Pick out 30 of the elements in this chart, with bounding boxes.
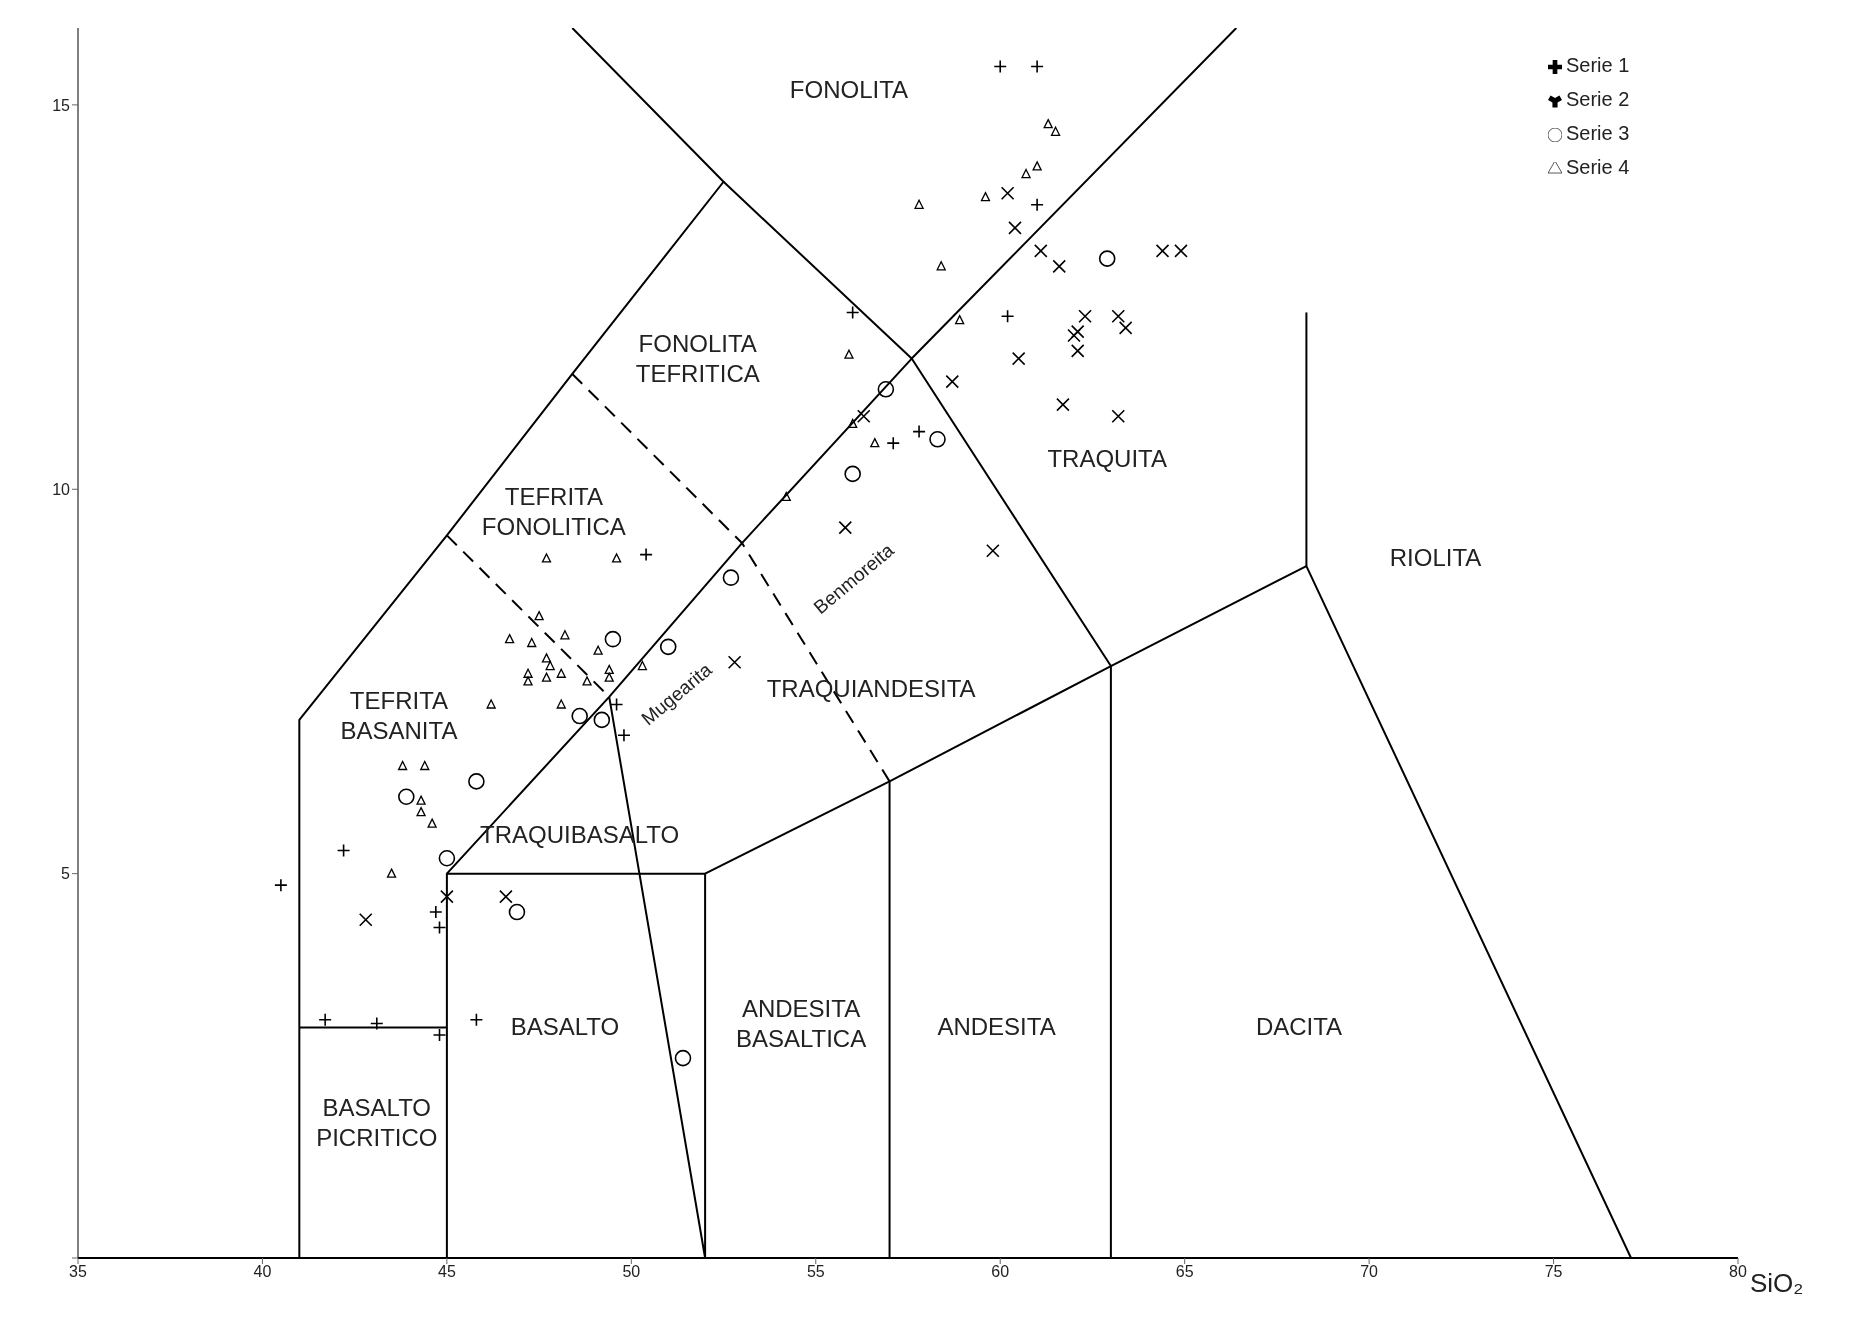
- annotation: TEFRITA FONOLITICA: [481, 483, 626, 541]
- x-tick-label: 40: [253, 1263, 272, 1281]
- annotation: BASALTO: [510, 1013, 620, 1041]
- annotation: BASALTO PICRITICO: [316, 1094, 438, 1152]
- x-tick-label: 50: [622, 1263, 641, 1281]
- y-tick-label: 10: [52, 480, 71, 498]
- x-tick-label: 70: [1360, 1263, 1379, 1281]
- annotation: TRAQUIANDESITA: [766, 675, 976, 703]
- legend-label: Serie 3: [1566, 122, 1630, 144]
- x-tick-label: 80: [1729, 1263, 1747, 1281]
- annotation: ANDESITA: [937, 1013, 1056, 1041]
- x-tick-label: 75: [1544, 1263, 1563, 1281]
- x-tick-label: 55: [806, 1263, 825, 1281]
- x-tick-label: 65: [1175, 1263, 1194, 1281]
- legend-label: Serie 4: [1566, 156, 1630, 178]
- legend-label: Serie 2: [1566, 88, 1630, 110]
- y-tick-label: 15: [52, 96, 71, 114]
- y-tick-label: 5: [61, 865, 71, 883]
- legend-label: Serie 1: [1566, 54, 1630, 76]
- annotation: FONOLITA: [789, 75, 909, 103]
- annotation: FONOLITA TEFRITICA: [635, 329, 760, 387]
- x-tick-label: 35: [69, 1263, 87, 1281]
- x-tick-label: 60: [991, 1263, 1010, 1281]
- x-tick-label: 45: [437, 1263, 456, 1281]
- annotation: RIOLITA: [1389, 544, 1482, 572]
- annotation: TEFRITA BASANITA: [340, 687, 458, 745]
- annotation: ANDESITA BASALTICA: [735, 994, 867, 1052]
- annotation: DACITA: [1255, 1013, 1343, 1041]
- x-axis-title: SiO₂: [1750, 1268, 1804, 1299]
- annotation: TRAQUITA: [1047, 444, 1167, 472]
